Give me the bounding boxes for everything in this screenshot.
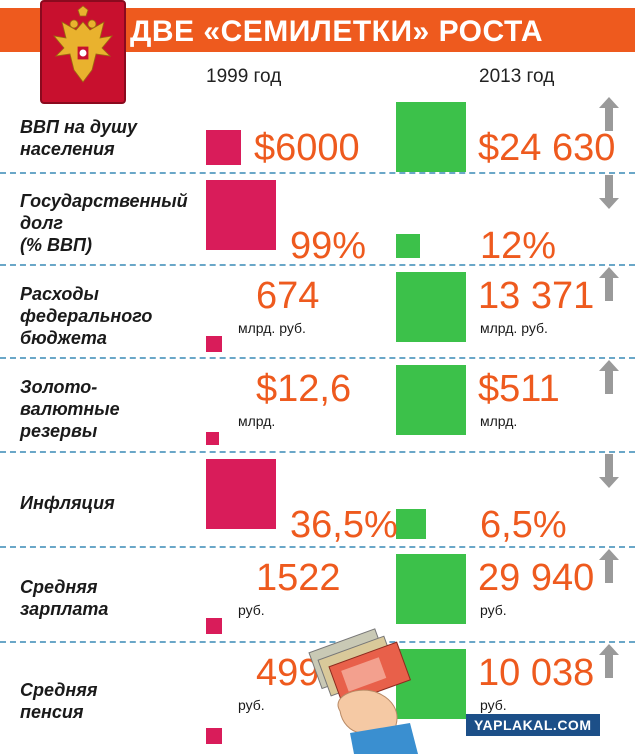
arrow-down-icon (599, 175, 619, 209)
row-label: ВВП на душу населения (20, 116, 137, 159)
year-1999-label: 1999 год (206, 66, 282, 87)
value-2013: $24 630 (478, 127, 616, 169)
value-1999: 499 (256, 652, 320, 694)
bar-square-2013 (396, 649, 466, 719)
row-label: Золото- валютные резервы (20, 377, 120, 441)
bar-square-2013 (396, 102, 466, 172)
value-1999: 674 (256, 275, 320, 317)
unit-1999: млрд. (238, 413, 276, 429)
bar-square-1999 (206, 618, 222, 634)
row-label: Государственный долг (% ВВП) (20, 191, 188, 255)
bar-square-2013 (396, 365, 466, 435)
value-2013: 29 940 (478, 557, 595, 599)
row-divider (0, 172, 635, 174)
bar-square-2013 (396, 509, 426, 539)
bar-square-1999 (206, 180, 276, 250)
value-2013: 13 371 (478, 275, 595, 317)
value-2013: 10 038 (478, 652, 595, 694)
unit-2013: руб. (480, 697, 507, 713)
arrow-down-icon (599, 454, 619, 488)
value-2013: 12% (480, 225, 557, 267)
unit-1999: руб. (238, 602, 265, 618)
unit-1999: руб. (238, 697, 265, 713)
bar-square-1999 (206, 728, 222, 744)
arrow-up-icon (599, 549, 619, 583)
year-2013-label: 2013 год (479, 66, 555, 87)
coat-of-arms-icon (40, 0, 126, 104)
value-1999: 36,5% (290, 504, 398, 546)
value-1999: 99% (290, 225, 367, 267)
unit-2013: руб. (480, 602, 507, 618)
arrow-up-icon (599, 644, 619, 678)
row-label: Средняя пенсия (20, 679, 98, 722)
bar-square-1999 (206, 336, 222, 352)
arrow-up-icon (599, 360, 619, 394)
unit-2013: млрд. (480, 413, 518, 429)
value-2013: $511 (478, 368, 560, 410)
hand-with-banknotes-icon (308, 628, 418, 754)
value-1999: $6000 (254, 127, 360, 169)
row-divider (0, 264, 635, 266)
row-divider (0, 357, 635, 359)
unit-2013: млрд. руб. (480, 320, 548, 336)
bar-square-2013 (396, 554, 466, 624)
bar-square-1999 (206, 130, 241, 165)
arrow-up-icon (599, 97, 619, 131)
row-divider (0, 451, 635, 453)
bar-square-2013 (396, 234, 420, 258)
row-label: Инфляция (20, 493, 115, 513)
row-label: Расходы федерального бюджета (20, 284, 153, 348)
row-label: Средняя зарплата (20, 577, 109, 619)
arrow-up-icon (599, 267, 619, 301)
value-1999: 1522 (256, 557, 341, 599)
row-divider (0, 641, 635, 643)
page-title: ДВЕ «СЕМИЛЕТКИ» РОСТА (130, 15, 544, 48)
row-divider (0, 546, 635, 548)
bar-square-2013 (396, 272, 466, 342)
value-1999: $12,6 (256, 368, 352, 410)
watermark: YAPLAKAL.COM (466, 714, 600, 736)
unit-1999: млрд. руб. (238, 320, 306, 336)
bar-square-1999 (206, 459, 276, 529)
bar-square-1999 (206, 432, 219, 445)
value-2013: 6,5% (480, 504, 567, 546)
